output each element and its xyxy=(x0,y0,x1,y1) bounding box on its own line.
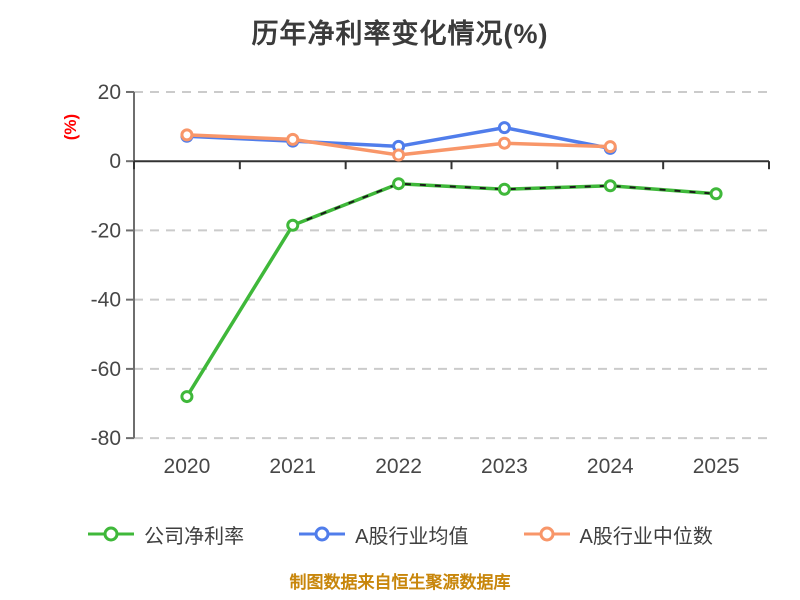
x-tick-label: 2022 xyxy=(375,455,422,478)
x-tick-label: 2023 xyxy=(481,455,528,478)
data-point-marker xyxy=(286,218,300,232)
legend: 公司净利率 A股行业均值 A股行业中位数 xyxy=(0,518,800,550)
y-tick-label: 20 xyxy=(98,81,121,104)
data-point-marker xyxy=(603,179,617,193)
y-tick-label: -60 xyxy=(91,358,121,381)
data-point-marker xyxy=(709,187,723,201)
line-circle-marker-icon xyxy=(523,526,570,542)
data-point-marker xyxy=(497,182,511,196)
data-point-marker xyxy=(180,128,194,142)
data-point-marker xyxy=(603,140,617,154)
x-tick-label: 2020 xyxy=(164,455,211,478)
y-tick-label: 0 xyxy=(109,150,121,173)
legend-label: A股行业中位数 xyxy=(579,525,713,548)
data-point-marker xyxy=(392,177,406,191)
x-tick-label: 2021 xyxy=(269,455,316,478)
y-tick-label: -20 xyxy=(91,219,121,242)
chart-title: 历年净利率变化情况(%) xyxy=(251,19,549,49)
line-circle-marker-icon xyxy=(88,526,135,542)
legend-item-industry-mean[interactable]: A股行业均值 xyxy=(298,520,469,549)
data-point-marker xyxy=(497,121,511,135)
series-overlay-dashed-line xyxy=(292,182,717,227)
series-line-0 xyxy=(185,181,718,399)
data-point-marker xyxy=(286,132,300,146)
data-source-note: 制图数据来自恒生聚源数据库 xyxy=(289,573,511,592)
y-tick-label: -40 xyxy=(91,289,121,312)
y-tick-label: -80 xyxy=(91,427,121,450)
legend-item-company-net-margin[interactable]: 公司净利率 xyxy=(87,520,244,549)
legend-label: A股行业均值 xyxy=(355,525,469,548)
legend-item-industry-median[interactable]: A股行业中位数 xyxy=(523,520,713,549)
x-tick-label: 2025 xyxy=(693,455,740,478)
data-point-marker xyxy=(392,148,406,162)
data-point-marker xyxy=(497,136,511,150)
line-circle-marker-icon xyxy=(299,526,346,542)
legend-label: 公司净利率 xyxy=(144,525,245,548)
data-point-marker xyxy=(180,390,194,404)
x-tick-label: 2024 xyxy=(587,455,634,478)
